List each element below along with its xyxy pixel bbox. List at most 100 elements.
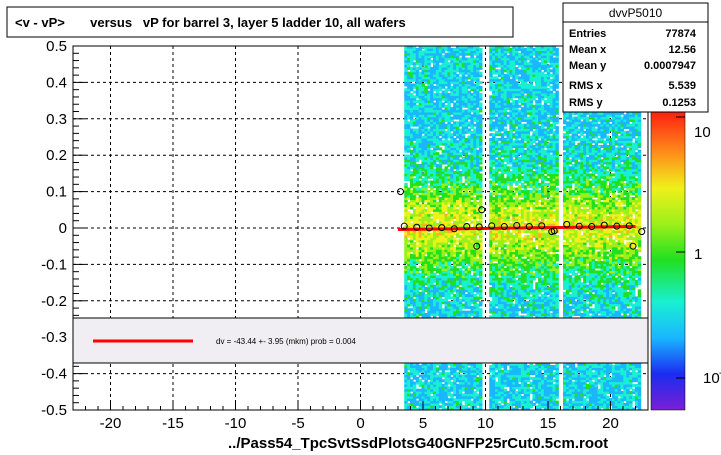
heatmap-cell	[447, 251, 451, 255]
heatmap-cell	[438, 230, 443, 234]
heatmap-cell	[418, 83, 423, 87]
heatmap-cell	[444, 237, 448, 241]
heatmap-cell	[418, 220, 423, 224]
heatmap-cell	[435, 400, 440, 404]
heatmap-cell	[438, 315, 443, 319]
heatmap-cell	[424, 187, 428, 191]
heatmap-cell	[479, 147, 483, 151]
heatmap-cell	[464, 282, 469, 286]
heatmap-cell	[418, 180, 423, 184]
heatmap-cell	[447, 282, 451, 286]
heatmap-cell	[447, 163, 451, 167]
heatmap-cell	[447, 284, 451, 288]
heatmap-cell	[407, 194, 411, 198]
heatmap-cell	[424, 398, 428, 402]
heatmap-cell	[470, 168, 474, 172]
heatmap-cell	[447, 232, 451, 236]
heatmap-cell	[495, 315, 499, 319]
heatmap-cell	[450, 171, 454, 174]
heatmap-cell	[456, 367, 460, 371]
heatmap-cell	[467, 52, 471, 56]
heatmap-cell	[418, 142, 423, 146]
heatmap-cell	[421, 121, 425, 125]
heatmap-cell	[489, 192, 493, 196]
heatmap-cell	[410, 405, 414, 409]
heatmap-cell	[404, 305, 408, 309]
heatmap-cell	[447, 376, 451, 380]
heatmap-cell	[424, 362, 428, 366]
heatmap-cell	[492, 402, 496, 406]
heatmap-cell	[421, 208, 425, 212]
heatmap-cell	[456, 268, 460, 272]
heatmap-cell	[456, 178, 460, 182]
heatmap-cell	[492, 147, 496, 151]
heatmap-cell	[415, 284, 420, 288]
heatmap-cell	[497, 201, 502, 205]
heatmap-cell	[506, 405, 510, 409]
heatmap-cell	[479, 308, 483, 312]
heatmap-cell	[410, 296, 414, 300]
heatmap-cell	[450, 57, 454, 61]
heatmap-cell	[453, 201, 457, 205]
heatmap-cell	[404, 50, 408, 54]
heatmap-cell	[415, 272, 420, 276]
heatmap-cell	[470, 88, 474, 92]
heatmap-cell	[430, 168, 434, 172]
heatmap-cell	[500, 69, 505, 73]
heatmap-cell	[438, 197, 443, 201]
heatmap-cell	[410, 116, 414, 120]
heatmap-cell	[418, 97, 423, 101]
heatmap-cell	[479, 182, 483, 186]
heatmap-cell	[447, 147, 451, 151]
heatmap-cell	[412, 242, 417, 245]
heatmap-cell	[427, 50, 431, 54]
heatmap-cell	[438, 372, 443, 376]
heatmap-cell	[500, 118, 505, 122]
heatmap-cell	[407, 381, 411, 385]
heatmap-cell	[438, 123, 443, 127]
heatmap-cell	[464, 76, 469, 80]
heatmap-cell	[464, 204, 469, 208]
heatmap-cell	[438, 244, 443, 248]
heatmap-cell	[435, 168, 440, 172]
heatmap-cell	[415, 310, 420, 314]
heatmap-cell	[467, 206, 471, 210]
heatmap-cell	[500, 66, 505, 70]
heatmap-cell	[456, 284, 460, 288]
heatmap-cell	[433, 55, 437, 59]
heatmap-cell	[489, 230, 493, 234]
heatmap-cell	[407, 215, 411, 219]
heatmap-cell	[489, 369, 493, 373]
heatmap-cell	[500, 251, 505, 255]
heatmap-cell	[500, 109, 505, 113]
heatmap-cell	[467, 407, 471, 410]
heatmap-cell	[495, 206, 499, 210]
heatmap-cell	[410, 253, 414, 257]
heatmap-cell	[421, 291, 425, 295]
heatmap-cell	[470, 258, 474, 262]
heatmap-cell	[407, 159, 411, 163]
heatmap-cell	[500, 81, 505, 85]
heatmap-cell	[415, 251, 420, 255]
heatmap-cell	[438, 137, 443, 141]
heatmap-cell	[473, 206, 477, 210]
heatmap-cell	[492, 275, 496, 279]
heatmap-cell	[479, 57, 483, 61]
heatmap-cell	[410, 140, 414, 144]
heatmap-cell	[476, 246, 480, 250]
heatmap-cell	[489, 218, 493, 222]
heatmap-cell	[497, 230, 502, 234]
heatmap-cell	[497, 64, 502, 68]
heatmap-cell	[492, 114, 496, 118]
heatmap-cell	[447, 239, 451, 243]
heatmap-cell	[421, 97, 425, 101]
heatmap-cell	[450, 92, 454, 96]
heatmap-cell	[453, 237, 457, 241]
heatmap-cell	[404, 279, 408, 283]
heatmap-cell	[473, 305, 477, 309]
heatmap-cell	[427, 312, 431, 316]
heatmap-cell	[424, 189, 428, 193]
heatmap-cell	[407, 251, 411, 255]
heatmap-cell	[458, 256, 463, 260]
heatmap-cell	[433, 239, 437, 243]
